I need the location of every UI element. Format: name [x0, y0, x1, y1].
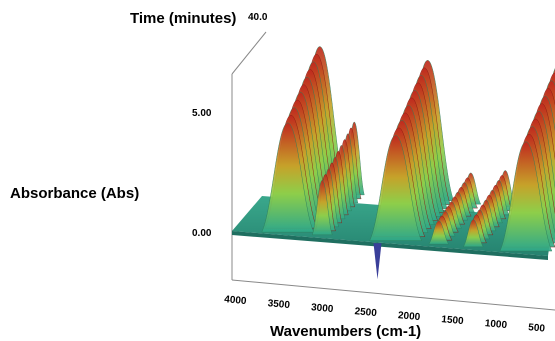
x-axis-line: [231, 279, 555, 311]
negative-band-2360: [373, 243, 382, 280]
peak-slice: [499, 141, 553, 252]
peak-slice: [369, 135, 423, 241]
floor-front-edge: [232, 231, 548, 260]
peak-3400: [261, 46, 347, 233]
x-tick-label-1500: 1500: [441, 314, 465, 327]
axis-frame: [231, 31, 555, 311]
peak-3000: [311, 121, 365, 236]
y-tick-label-bottom: 0.00: [192, 228, 212, 239]
top-depth-edge: [231, 31, 267, 75]
x-tick-label-1000: 1000: [484, 318, 508, 331]
x-tick-label-2000: 2000: [397, 310, 421, 323]
x-tick-label-500: 500: [528, 322, 546, 334]
z-tick-label: 40.0: [248, 12, 268, 23]
peak-slice: [261, 122, 315, 233]
x-tick-labels: 4000 3500 3000 2500 2000 1500 1000 500: [224, 294, 546, 334]
peak-640: [499, 68, 555, 252]
x-axis-title: Wavenumbers (cm-1): [270, 323, 421, 340]
peak-1250: [462, 170, 516, 248]
peak-slice: [311, 180, 333, 236]
x-tick-label-3000: 3000: [311, 302, 335, 315]
x-tick-label-3500: 3500: [267, 298, 291, 311]
peak-slice: [428, 220, 450, 245]
peak-2150: [369, 60, 454, 241]
peak-slice: [462, 219, 484, 248]
spectrum-peaks: [261, 46, 555, 280]
x-tick-label-2500: 2500: [354, 306, 378, 319]
y-tick-label-top: 5.00: [192, 108, 212, 119]
x-tick-label-4000: 4000: [224, 294, 248, 307]
z-axis-title: Time (minutes): [130, 10, 236, 27]
y-axis-title: Absorbance (Abs): [10, 185, 139, 202]
peak-1650: [428, 172, 482, 245]
